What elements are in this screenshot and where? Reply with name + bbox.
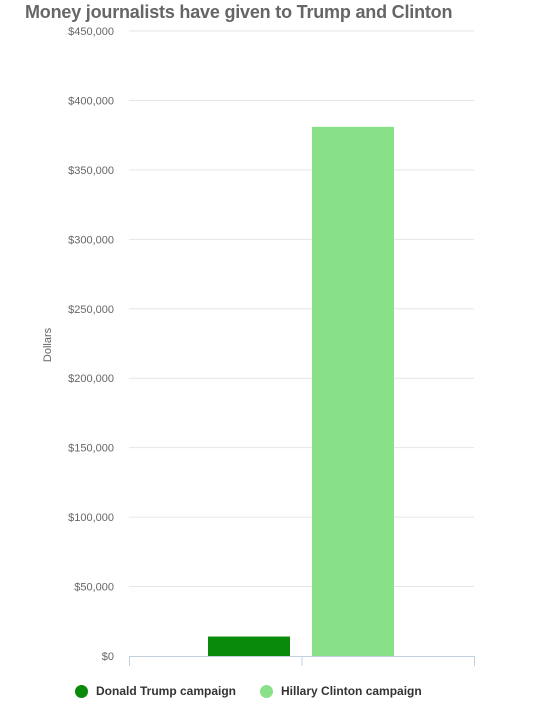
legend-item-trump[interactable]: Donald Trump campaign — [75, 684, 236, 698]
y-tick-label: $150,000 — [68, 443, 114, 455]
y-tick-label: $300,000 — [68, 234, 114, 246]
y-tick-label: $350,000 — [68, 165, 114, 177]
y-tick-label: $200,000 — [68, 373, 114, 385]
legend-marker-trump — [75, 684, 88, 698]
y-axis-label: Dollars — [42, 327, 54, 362]
y-tick-label: $100,000 — [68, 512, 114, 524]
bars — [208, 126, 394, 657]
legend-marker-clinton — [260, 684, 274, 698]
y-tick-label: $400,000 — [68, 95, 114, 107]
bar-clinton[interactable] — [312, 126, 394, 657]
chart-title: Money journalists have given to Trump an… — [25, 2, 453, 22]
legend-item-clinton[interactable]: Hillary Clinton campaign — [260, 684, 422, 698]
y-tick-label: $0 — [102, 651, 114, 663]
y-tick-label: $250,000 — [68, 304, 114, 316]
legend-label-trump: Donald Trump campaign — [96, 684, 237, 698]
legend-label-clinton: Hillary Clinton campaign — [281, 684, 422, 698]
y-axis-ticks: $0 $50,000 $100,000 $150,000 $200,000 $250,00… — [68, 26, 114, 663]
y-tick-label: $450,000 — [68, 26, 114, 38]
x-axis — [129, 656, 475, 666]
gridlines — [129, 30, 474, 588]
y-tick-label: $50,000 — [74, 582, 114, 594]
bar-trump[interactable] — [208, 636, 290, 656]
legend: Donald Trump campaign Hillary Clinton ca… — [75, 684, 446, 698]
